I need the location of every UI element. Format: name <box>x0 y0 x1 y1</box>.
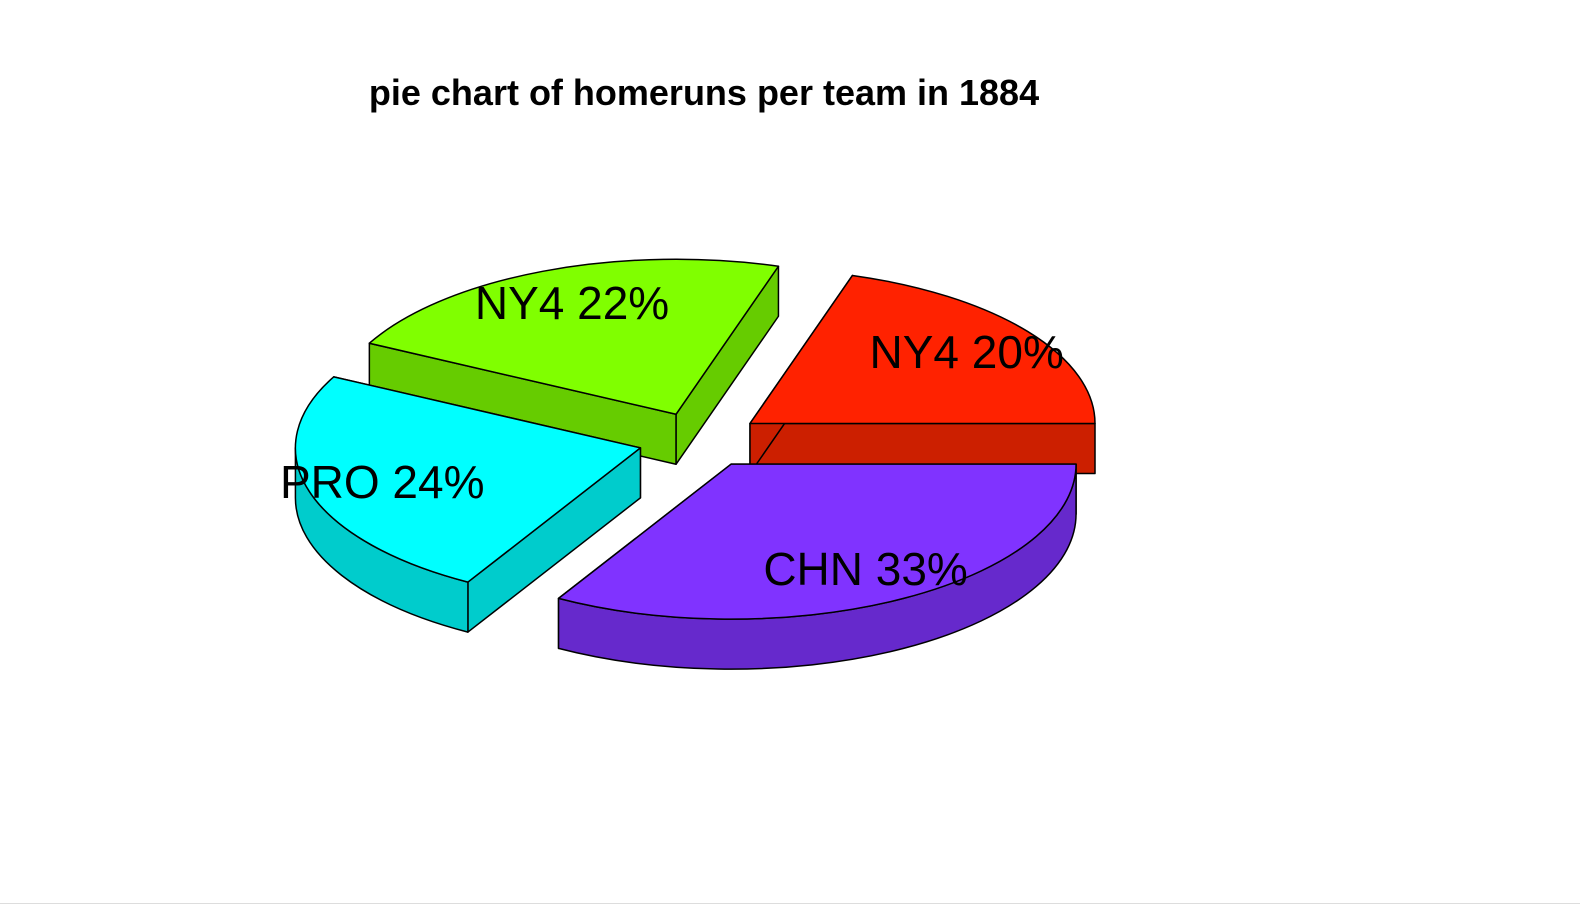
slice-top-face <box>557 463 1077 620</box>
chart-title: pie chart of homeruns per team in 1884 <box>369 72 1039 113</box>
slice-label: CHN 33% <box>763 543 968 595</box>
slice-top-face <box>294 376 642 583</box>
slice-top-face <box>749 274 1096 425</box>
pie-slice <box>294 376 642 633</box>
pie-slice <box>749 274 1096 475</box>
pie-slice <box>557 463 1077 670</box>
slice-label: NY4 22% <box>475 277 669 329</box>
bottom-divider <box>0 903 1580 904</box>
slice-top-face <box>368 258 780 416</box>
pie-slice <box>368 258 780 466</box>
slice-label: NY4 20% <box>870 326 1064 378</box>
slice-label: PRO 24% <box>280 456 485 508</box>
